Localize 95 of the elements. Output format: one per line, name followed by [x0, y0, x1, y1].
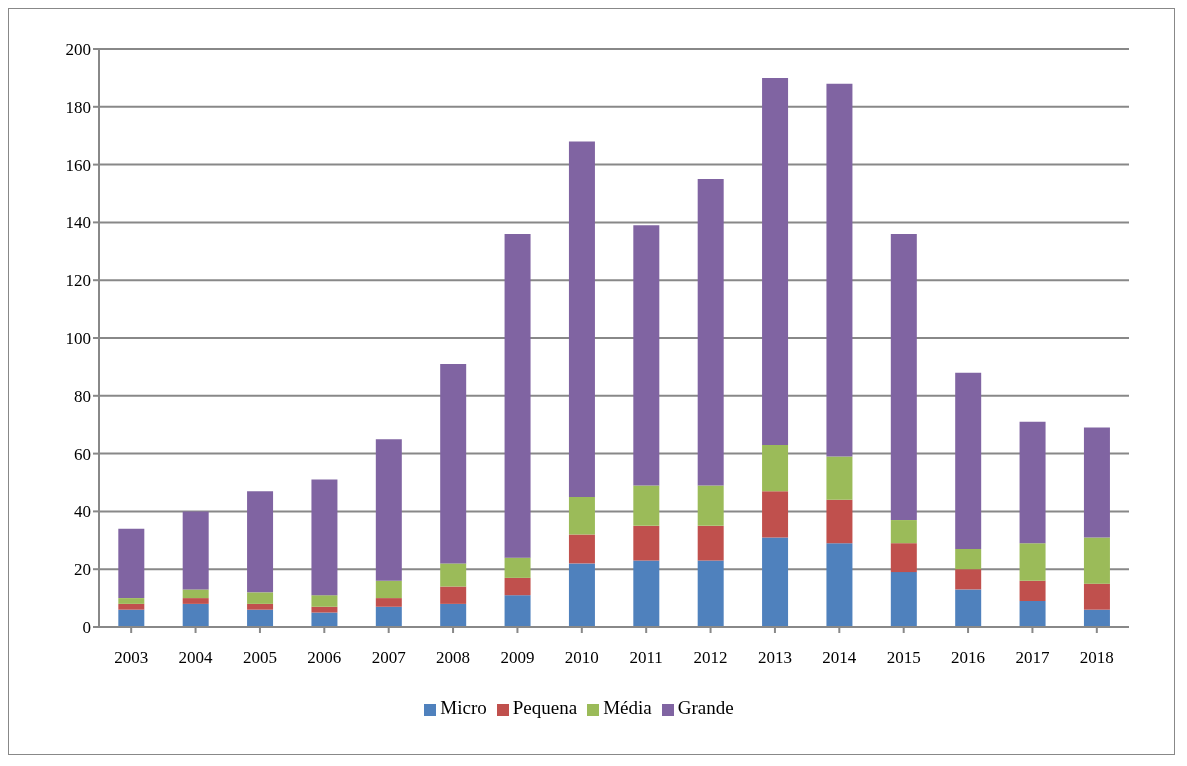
y-tick-label: 180 — [65, 97, 91, 117]
bar — [633, 225, 660, 486]
bar — [697, 525, 724, 561]
x-tick-label: 2013 — [757, 648, 792, 668]
bar — [762, 491, 789, 538]
bar — [568, 534, 595, 564]
bar — [955, 372, 982, 549]
bar — [1083, 537, 1110, 584]
bar — [375, 580, 402, 599]
bar — [890, 520, 917, 544]
bar — [247, 603, 274, 610]
y-tick-label: 100 — [65, 329, 91, 349]
bar — [311, 595, 338, 607]
bar — [182, 511, 209, 590]
legend-label: Pequena — [512, 697, 578, 718]
bar — [697, 485, 724, 526]
bar — [1019, 421, 1046, 544]
bar — [504, 577, 531, 596]
x-tick-label: 2016 — [951, 648, 986, 668]
bar — [955, 569, 982, 590]
bar — [247, 592, 274, 604]
x-tick-label: 2005 — [242, 648, 277, 668]
bar — [311, 479, 338, 596]
bar — [247, 491, 274, 593]
bar — [118, 528, 145, 599]
bar — [118, 603, 145, 610]
bar — [182, 589, 209, 599]
bar — [440, 364, 467, 564]
bar — [375, 439, 402, 581]
bar — [633, 525, 660, 561]
bar — [826, 456, 853, 500]
bar — [1083, 583, 1110, 610]
bar — [440, 586, 467, 604]
bar — [311, 606, 338, 613]
bar — [697, 179, 724, 486]
y-tick-label: 60 — [74, 444, 91, 464]
bar — [118, 609, 145, 627]
x-tick-label: 2011 — [629, 648, 663, 668]
y-tick-label: 80 — [74, 386, 91, 406]
y-tick-label: 160 — [65, 155, 91, 175]
bar — [1019, 580, 1046, 601]
y-tick-label: 120 — [65, 271, 91, 291]
bar — [568, 563, 595, 627]
x-tick-label: 2017 — [1015, 648, 1050, 668]
bar — [440, 563, 467, 587]
bar — [504, 557, 531, 578]
bar — [504, 595, 531, 627]
bar — [1083, 427, 1110, 538]
bar — [375, 606, 402, 627]
bar — [440, 603, 467, 627]
bar — [118, 598, 145, 604]
legend-label: Micro — [440, 697, 487, 718]
bar — [955, 548, 982, 570]
x-tick-label: 2006 — [307, 648, 342, 668]
bar — [1019, 600, 1046, 627]
x-tick-label: 2007 — [371, 648, 407, 668]
x-tick-label: 2008 — [436, 648, 471, 668]
bar — [375, 598, 402, 607]
bar — [890, 233, 917, 521]
bar — [762, 444, 789, 492]
bar — [182, 598, 209, 604]
x-tick-label: 2003 — [114, 648, 149, 668]
bar — [826, 543, 853, 627]
bar — [826, 83, 853, 457]
x-tick-label: 2012 — [693, 648, 728, 668]
bar — [247, 609, 274, 627]
y-tick-label: 140 — [65, 213, 91, 233]
bar — [955, 589, 982, 627]
y-tick-label: 20 — [74, 560, 91, 580]
x-tick-label: 2015 — [886, 648, 921, 668]
legend-label: Média — [603, 697, 652, 718]
bar — [1083, 609, 1110, 627]
bar — [762, 537, 789, 627]
bar — [182, 603, 209, 627]
legend-label: Grande — [677, 697, 734, 718]
bar — [504, 233, 531, 558]
bar — [697, 560, 724, 627]
bar — [890, 572, 917, 627]
bar — [568, 496, 595, 535]
bar — [568, 141, 595, 497]
x-tick-label: 2018 — [1079, 648, 1114, 668]
y-tick-label: 40 — [74, 502, 91, 522]
x-tick-label: 2004 — [178, 648, 214, 668]
x-tick-label: 2014 — [822, 648, 857, 668]
bar — [826, 499, 853, 544]
y-tick-label: 0 — [82, 618, 91, 638]
bar — [633, 560, 660, 627]
bar — [890, 543, 917, 573]
x-tick-label: 2009 — [500, 648, 535, 668]
y-tick-label: 200 — [65, 40, 91, 60]
x-tick-label: 2010 — [564, 648, 599, 668]
bar — [1019, 543, 1046, 581]
bar — [762, 77, 789, 445]
bar — [311, 612, 338, 627]
bar — [633, 485, 660, 526]
